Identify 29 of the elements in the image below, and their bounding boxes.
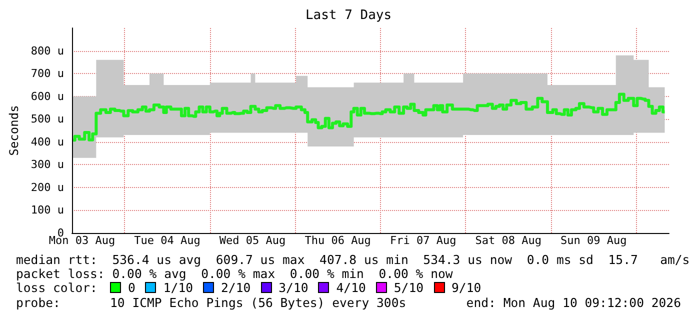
text: end: Mon Aug 10 09:12:00 2026 xyxy=(466,296,681,310)
y-tick-label: 600 u xyxy=(30,90,64,103)
text: 10 ICMP Echo Pings (56 Bytes) every 300s xyxy=(110,296,406,310)
x-tick-label: Thu 06 Aug xyxy=(304,234,371,247)
text: 1/10 xyxy=(162,281,194,295)
x-tick-label: Wed 05 Aug xyxy=(219,234,286,247)
text: probe: xyxy=(16,296,62,310)
text: 5/10 xyxy=(392,281,424,295)
y-tick-label: 300 u xyxy=(30,158,64,172)
x-tick-label: Sun 09 Aug xyxy=(560,234,627,247)
y-tick-label: 200 u xyxy=(30,180,64,194)
text: 2/10 xyxy=(220,281,251,295)
x-tick-label: Sat 08 Aug xyxy=(475,234,542,247)
y-tick-label: 400 u xyxy=(30,135,64,148)
y-axis-title: Seconds xyxy=(7,105,21,156)
text: 9/10 xyxy=(450,281,482,295)
text: 0 xyxy=(127,281,136,295)
y-tick-label: 700 u xyxy=(30,67,64,80)
text: 4/10 xyxy=(335,281,366,295)
y-tick-label: 100 u xyxy=(30,204,64,217)
x-tick-label: Fri 07 Aug xyxy=(390,234,456,247)
chart-title: Last 7 Days xyxy=(305,8,392,23)
text: loss color: xyxy=(16,281,98,295)
x-tick-label: Tue 04 Aug xyxy=(134,234,200,247)
text: 3/10 xyxy=(278,281,308,295)
text: packet loss: 0.00 % avg 0.00 % max 0.00 % min 0.00 % now xyxy=(16,267,453,281)
y-tick-label: 800 u xyxy=(30,44,64,58)
text: median rtt: 536.4 us avg 609.7 us max 407.8 us min 534.3 us now 0.0 ms sd 15.7 am/s xyxy=(16,253,690,267)
y-tick-label: 500 u xyxy=(30,112,64,126)
